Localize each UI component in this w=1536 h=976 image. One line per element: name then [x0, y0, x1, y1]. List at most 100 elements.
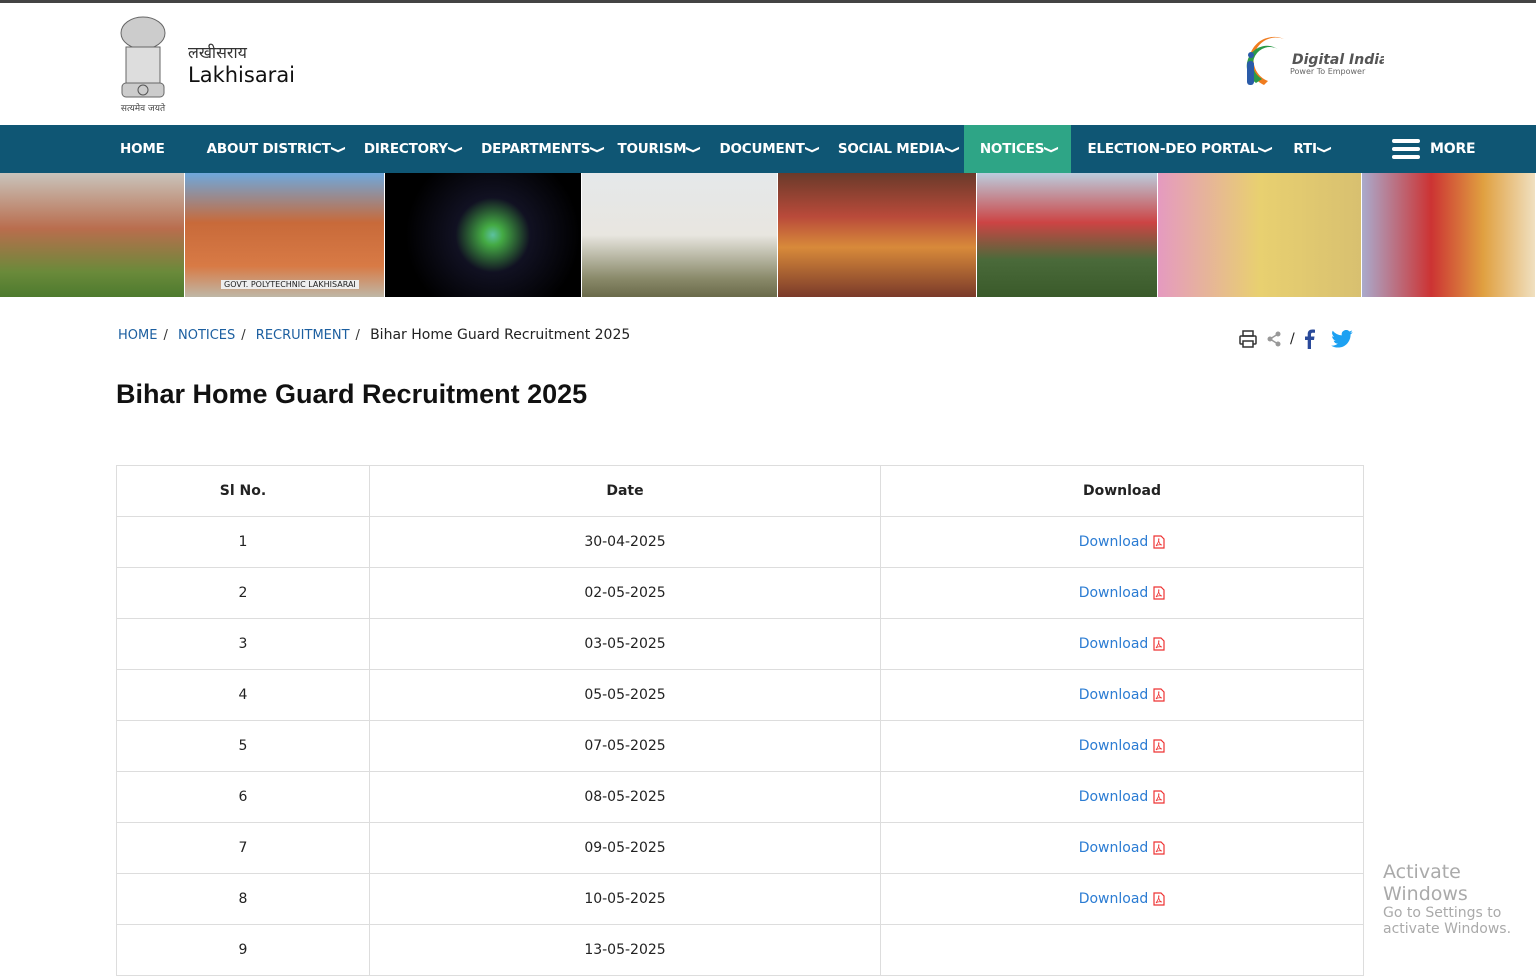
download-link[interactable]: Download [1078, 789, 1149, 805]
chevron-down-icon: ❯ [589, 144, 606, 154]
sl-no-cell: 8 [116, 873, 370, 925]
breadcrumb-recruitment[interactable]: RECRUITMENT [255, 328, 350, 343]
national-emblem-logo[interactable]: सत्यमेव जयते [112, 11, 174, 115]
nav-rti[interactable]: RTI ❯ [1293, 141, 1332, 157]
table-row: 2 02-05-2025 Download [116, 567, 1364, 619]
pdf-icon [1153, 841, 1165, 855]
pdf-icon [1153, 586, 1165, 600]
download-cell: Download [880, 618, 1364, 670]
pdf-icon [1153, 535, 1165, 549]
digital-india-logo[interactable]: Digital India Power To Empower [1244, 35, 1384, 91]
column-header-download: Download [880, 465, 1364, 517]
date-cell: 13-05-2025 [369, 924, 881, 976]
breadcrumb-current: Bihar Home Guard Recruitment 2025 [370, 327, 631, 343]
chevron-down-icon: ❯ [804, 144, 820, 154]
sl-no-cell: 9 [116, 924, 370, 976]
chevron-down-icon: ❯ [1316, 144, 1332, 154]
chevron-down-icon: ❯ [685, 144, 702, 154]
download-cell: Download [880, 669, 1364, 721]
download-link[interactable]: Download [1078, 585, 1149, 601]
download-link[interactable]: Download [1078, 687, 1149, 703]
download-link[interactable]: Download [1078, 534, 1149, 550]
column-header-sl-no: Sl No. [116, 465, 370, 517]
column-header-date: Date [369, 465, 881, 517]
nav-document[interactable]: DOCUMENT ❯ [719, 141, 820, 157]
table-row: 4 05-05-2025 Download [116, 669, 1364, 721]
sl-no-cell: 3 [116, 618, 370, 670]
banner-image: GOVT. POLYTECHNIC LAKHISARAI [185, 173, 385, 297]
table-row: 6 08-05-2025 Download [116, 771, 1364, 823]
date-cell: 03-05-2025 [369, 618, 881, 670]
pdf-icon [1153, 739, 1165, 753]
recruitment-table: Sl No. Date Download 1 30-04-2025 Download… [116, 465, 1364, 976]
table-row: 7 09-05-2025 Download [116, 822, 1364, 874]
banner-image [977, 173, 1158, 297]
download-cell: Download [880, 516, 1364, 568]
date-cell: 10-05-2025 [369, 873, 881, 925]
chevron-down-icon: ❯ [1043, 144, 1060, 154]
banner-image [0, 173, 185, 297]
page-title: Bihar Home Guard Recruitment 2025 [116, 379, 588, 409]
main-nav: HOME ABOUT DISTRICT ❯ DIRECTORY ❯ DEPARTME… [0, 125, 1536, 173]
svg-text:Digital India: Digital India [1292, 52, 1384, 68]
sl-no-cell: 4 [116, 669, 370, 721]
chevron-down-icon: ❯ [330, 144, 346, 154]
chevron-down-icon: ❯ [447, 144, 463, 154]
banner-image [1362, 173, 1536, 297]
share-tools: / [1238, 329, 1353, 349]
twitter-icon[interactable] [1330, 330, 1353, 348]
chevron-down-icon: ❯ [944, 144, 960, 154]
pdf-icon [1153, 637, 1165, 651]
windows-activation-watermark: Activate Windows Go to Settings to activ… [1383, 861, 1512, 937]
more-menu-button[interactable]: MORE [1384, 125, 1483, 173]
breadcrumb-home[interactable]: HOME [118, 328, 158, 343]
nav-about-district[interactable]: ABOUT DISTRICT ❯ [206, 141, 346, 157]
download-link[interactable]: Download [1078, 636, 1149, 652]
date-cell: 09-05-2025 [369, 822, 881, 874]
hamburger-icon [1392, 139, 1421, 159]
download-cell: Download [880, 720, 1364, 772]
print-icon[interactable] [1238, 329, 1258, 349]
nav-election-deo-portal[interactable]: ELECTION-DEO PORTAL ❯ [1087, 141, 1274, 157]
nav-notices[interactable]: NOTICES ❯ [963, 125, 1072, 173]
date-cell: 02-05-2025 [369, 567, 881, 619]
download-cell: Download [880, 567, 1364, 619]
nav-tourism[interactable]: TOURISM ❯ [617, 141, 702, 157]
date-cell: 30-04-2025 [369, 516, 881, 568]
site-name[interactable]: Lakhisarai [188, 63, 296, 87]
date-cell: 08-05-2025 [369, 771, 881, 823]
sl-no-cell: 1 [116, 516, 370, 568]
svg-text:सत्यमेव जयते: सत्यमेव जयते [121, 102, 166, 114]
banner-image [582, 173, 778, 297]
banner-image [385, 173, 582, 297]
date-cell: 07-05-2025 [369, 720, 881, 772]
breadcrumb: HOME / NOTICES / RECRUITMENT / Bihar Home G… [118, 327, 631, 343]
table-row: 8 10-05-2025 Download [116, 873, 1364, 925]
download-cell: Download [880, 822, 1364, 874]
download-link[interactable]: Download [1078, 738, 1149, 754]
table-row: 9 13-05-2025 [116, 924, 1364, 976]
download-link[interactable]: Download [1078, 891, 1149, 907]
nav-departments[interactable]: DEPARTMENTS ❯ [481, 141, 606, 157]
nav-social-media[interactable]: SOCIAL MEDIA ❯ [837, 141, 960, 157]
share-separator: / [1290, 331, 1295, 347]
banner-gallery: GOVT. POLYTECHNIC LAKHISARAI [0, 173, 1536, 297]
download-link[interactable]: Download [1078, 840, 1149, 856]
facebook-icon[interactable] [1303, 329, 1315, 349]
nav-home[interactable]: HOME [120, 141, 165, 157]
table-row: 5 07-05-2025 Download [116, 720, 1364, 772]
download-cell [880, 924, 1364, 976]
share-icon[interactable] [1266, 331, 1282, 347]
svg-text:Power To Empower: Power To Empower [1290, 67, 1366, 76]
site-name-hindi: लखीसराय [188, 43, 247, 62]
table-row: 1 30-04-2025 Download [116, 516, 1364, 568]
chevron-down-icon: ❯ [1257, 144, 1274, 154]
banner-image [1158, 173, 1362, 297]
table-row: 3 03-05-2025 Download [116, 618, 1364, 670]
site-header: सत्यमेव जयते लखीसराय Lakhisarai Digital … [0, 3, 1536, 122]
banner-image [778, 173, 977, 297]
download-cell: Download [880, 771, 1364, 823]
sl-no-cell: 2 [116, 567, 370, 619]
nav-directory[interactable]: DIRECTORY ❯ [363, 141, 463, 157]
breadcrumb-notices[interactable]: NOTICES [177, 328, 236, 343]
